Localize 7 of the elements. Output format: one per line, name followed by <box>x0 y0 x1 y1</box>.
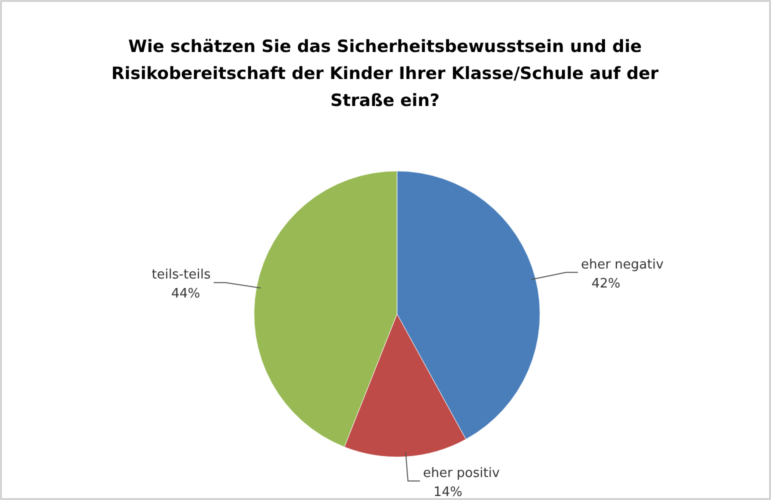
data-label: 14% <box>434 484 462 500</box>
data-label: 42% <box>592 276 620 292</box>
slice-label: eher negativ <box>580 257 664 272</box>
slice-label: teils-teils <box>152 268 211 283</box>
slice-label: eher positiv <box>422 466 500 481</box>
chart-title: Wie schätzen Sie das Sicherheitsbewusstsein und die Risikobereitschaft der Kinder Ihrer Klasse/Schule auf der Straße ein? <box>111 37 660 111</box>
data-label: 44% <box>171 286 200 302</box>
